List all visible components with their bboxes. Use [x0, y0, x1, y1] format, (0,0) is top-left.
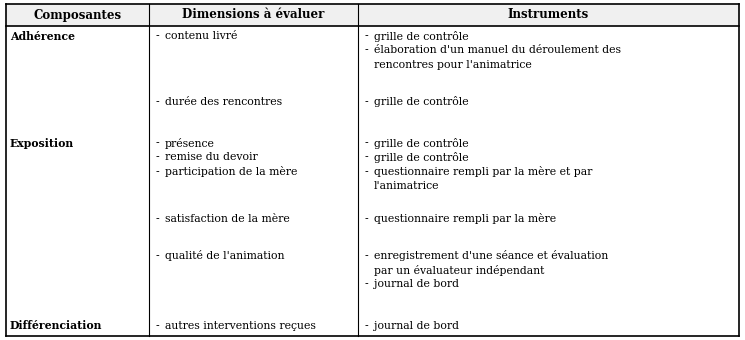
Text: grille de contrôle: grille de contrôle: [374, 138, 469, 149]
Text: -: -: [156, 251, 159, 261]
Text: -: -: [365, 152, 369, 163]
Text: questionnaire rempli par la mère: questionnaire rempli par la mère: [374, 213, 556, 224]
Text: -: -: [365, 46, 369, 55]
Text: -: -: [365, 321, 369, 331]
Text: durée des rencontres: durée des rencontres: [165, 97, 282, 107]
Text: l'animatrice: l'animatrice: [374, 181, 440, 191]
Text: -: -: [156, 167, 159, 177]
Text: présence: présence: [165, 138, 215, 149]
Text: -: -: [156, 31, 159, 41]
Text: questionnaire rempli par la mère et par: questionnaire rempli par la mère et par: [374, 166, 592, 177]
Text: Composantes: Composantes: [34, 8, 121, 21]
Text: élaboration d'un manuel du déroulement des: élaboration d'un manuel du déroulement d…: [374, 46, 621, 55]
Text: -: -: [365, 138, 369, 148]
Text: Instruments: Instruments: [508, 8, 589, 21]
Text: qualité de l'animation: qualité de l'animation: [165, 251, 285, 261]
Text: -: -: [156, 152, 159, 163]
Text: contenu livré: contenu livré: [165, 31, 238, 41]
Text: rencontres pour l'animatrice: rencontres pour l'animatrice: [374, 60, 532, 70]
Text: -: -: [365, 31, 369, 41]
Text: satisfaction de la mère: satisfaction de la mère: [165, 214, 290, 224]
Text: journal de bord: journal de bord: [374, 321, 459, 331]
Text: grille de contrôle: grille de contrôle: [374, 152, 469, 163]
Text: -: -: [156, 214, 159, 224]
Bar: [6, 4, 739, 26]
Text: Exposition: Exposition: [10, 138, 74, 149]
Text: grille de contrôle: grille de contrôle: [374, 31, 469, 41]
Text: Dimensions à évaluer: Dimensions à évaluer: [183, 8, 325, 21]
Text: -: -: [365, 97, 369, 107]
Text: enregistrement d'une séance et évaluation: enregistrement d'une séance et évaluatio…: [374, 251, 608, 261]
Text: -: -: [156, 97, 159, 107]
Text: grille de contrôle: grille de contrôle: [374, 96, 469, 107]
Text: journal de bord: journal de bord: [374, 279, 459, 289]
Text: -: -: [156, 138, 159, 148]
Text: -: -: [365, 251, 369, 261]
Text: Différenciation: Différenciation: [10, 320, 102, 332]
Text: par un évaluateur indépendant: par un évaluateur indépendant: [374, 265, 544, 276]
Text: -: -: [365, 214, 369, 224]
Text: -: -: [365, 279, 369, 289]
Text: remise du devoir: remise du devoir: [165, 152, 258, 163]
Text: -: -: [156, 321, 159, 331]
Text: participation de la mère: participation de la mère: [165, 166, 297, 177]
Text: Adhérence: Adhérence: [10, 31, 75, 41]
Text: -: -: [365, 167, 369, 177]
Text: autres interventions reçues: autres interventions reçues: [165, 321, 316, 331]
